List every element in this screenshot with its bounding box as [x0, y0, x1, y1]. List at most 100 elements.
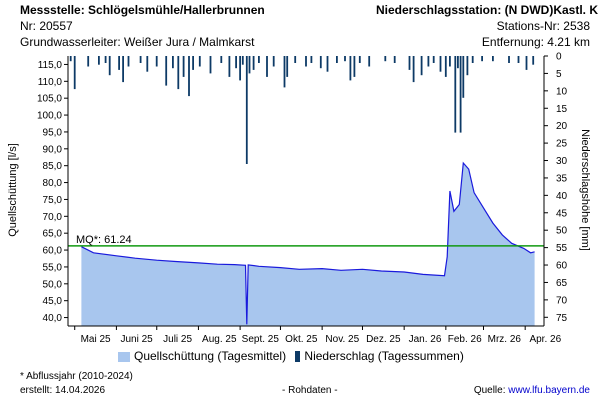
precip-bar — [384, 56, 387, 62]
precip-bar — [517, 56, 520, 63]
y-right-tick-label: 0 — [556, 52, 562, 63]
discharge-area — [81, 163, 535, 326]
y-left-tick-label: 95,0 — [43, 127, 63, 138]
x-tick-label: Aug. 25 — [202, 334, 237, 345]
x-tick-label: Feb. 26 — [448, 334, 482, 345]
y-left-tick-label: 85,0 — [43, 161, 63, 172]
aquifer-label: Grundwasserleiter: Weißer Jura / Malmkar… — [20, 35, 255, 49]
precip-bar — [344, 56, 346, 62]
y-right-tick: 55 — [544, 243, 568, 254]
y-left-tick-label: 50,0 — [43, 279, 63, 290]
precip-bar — [272, 56, 275, 67]
precip-bar — [220, 56, 223, 63]
y-right-tick-label: 30 — [556, 156, 568, 167]
station-title: Messstelle: Schlögelsmühle/Hallerbrunnen — [20, 3, 265, 17]
precip-bar — [98, 56, 100, 65]
precip-bar — [228, 56, 231, 77]
y-right-tick-label: 5 — [556, 69, 562, 80]
precip-bar — [336, 56, 338, 63]
distance-label: Entfernung: 4.21 km — [481, 35, 590, 49]
y-left-tick: 60,0 — [43, 246, 68, 257]
y-left-tick: 90,0 — [43, 144, 68, 155]
discharge-precip-chart: MQ*: 61.24 40,0 45,0 50,0 55,0 60,0 65,0 70,0 7… — [7, 52, 591, 346]
y-right-tick: 10 — [544, 86, 568, 97]
precip-bar — [353, 56, 356, 77]
precip-bar — [294, 56, 297, 63]
y-right-tick: 20 — [544, 121, 568, 132]
x-tick: Sept. 25 — [239, 326, 280, 345]
y-left-tick-label: 45,0 — [43, 296, 63, 307]
precip-bar — [252, 56, 255, 70]
x-tick: Mrz. 26 — [482, 326, 522, 345]
legend-precip-label: Niederschlag (Tagessummen) — [304, 349, 464, 363]
y-left-tick-label: 60,0 — [43, 246, 63, 257]
y-left-tick-label: 100,0 — [37, 111, 62, 122]
y-right-tick-label: 40 — [556, 191, 568, 202]
y-right-tick-label: 10 — [556, 86, 568, 97]
y-right-tick: 15 — [544, 104, 568, 115]
precip-bar — [412, 56, 415, 83]
precip-bar — [241, 56, 244, 65]
y-right-tick: 40 — [544, 191, 568, 202]
x-tick-label: Mrz. 26 — [488, 334, 522, 345]
precip-bar — [439, 56, 442, 72]
y-right-tick: 0 — [544, 52, 562, 63]
precip-bar — [69, 56, 72, 62]
precip-bar — [305, 56, 307, 67]
y-left-tick: 115,0 — [38, 60, 68, 71]
y-left-tick-label: 80,0 — [43, 178, 63, 189]
precip-bar — [408, 56, 411, 70]
y-left-tick: 95,0 — [43, 127, 68, 138]
x-tick: Dez. 25 — [361, 326, 401, 345]
precip-bar — [245, 56, 248, 164]
source-label: Quelle: — [473, 385, 509, 396]
y-left-tick: 75,0 — [43, 195, 68, 206]
created-date: erstellt: 14.04.2026 — [20, 385, 106, 396]
y-right-tick: 45 — [544, 208, 568, 219]
discharge-line — [81, 161, 535, 325]
y-right-tick-label: 65 — [556, 278, 568, 289]
y-right-tick-label: 60 — [556, 261, 568, 272]
x-tick: Juli 25 — [156, 326, 192, 345]
precip-bar — [248, 56, 251, 74]
precip-station-number: Stations-Nr: 2538 — [496, 19, 590, 33]
y-left-tick-label: 75,0 — [43, 195, 63, 206]
precip-bar — [104, 56, 107, 63]
y-right-tick: 65 — [544, 278, 568, 289]
station-number: Nr: 20557 — [20, 19, 73, 33]
precip-bar — [508, 56, 510, 63]
y-left-tick: 50,0 — [43, 279, 68, 290]
y-right-tick-label: 75 — [556, 313, 568, 324]
x-tick-label: Dez. 25 — [366, 334, 401, 345]
y-left-tick-label: 65,0 — [43, 229, 63, 240]
y-right-tick: 25 — [544, 139, 568, 150]
precip-bar — [192, 56, 194, 70]
y-left-tick: 100,0 — [37, 111, 68, 122]
precip-bar — [286, 56, 289, 77]
precip-bar — [454, 56, 457, 133]
precip-station-title: Niederschlagsstation: (N DWD)Kastl. K — [375, 3, 598, 17]
y-left-tick-label: 40,0 — [43, 313, 63, 324]
precip-bar — [182, 56, 185, 77]
y-right-tick-label: 70 — [556, 295, 568, 306]
precip-bar — [393, 56, 396, 63]
y-left-tick-label: 90,0 — [43, 144, 63, 155]
y-right-tick-label: 55 — [556, 243, 568, 254]
legend-discharge-label: Quellschüttung (Tagesmittel) — [134, 349, 287, 363]
y-right-tick-label: 50 — [556, 226, 568, 237]
x-tick: Aug. 25 — [197, 326, 237, 345]
source-link[interactable]: www.lfu.bayern.de — [508, 385, 590, 396]
y-right-tick-label: 15 — [556, 104, 568, 115]
precip-bar — [122, 56, 124, 83]
precip-bar — [146, 56, 149, 72]
x-tick-label: Nov. 25 — [325, 334, 359, 345]
precip-bar — [427, 56, 430, 67]
precip-bar — [462, 56, 465, 98]
x-tick-label: Sept. 25 — [242, 334, 280, 345]
precip-bar — [319, 56, 322, 69]
legend-discharge-swatch — [118, 351, 130, 362]
precip-bar — [358, 56, 361, 63]
precip-bar — [118, 56, 120, 70]
y-right-tick-label: 35 — [556, 173, 568, 184]
precip-bar — [420, 56, 423, 76]
